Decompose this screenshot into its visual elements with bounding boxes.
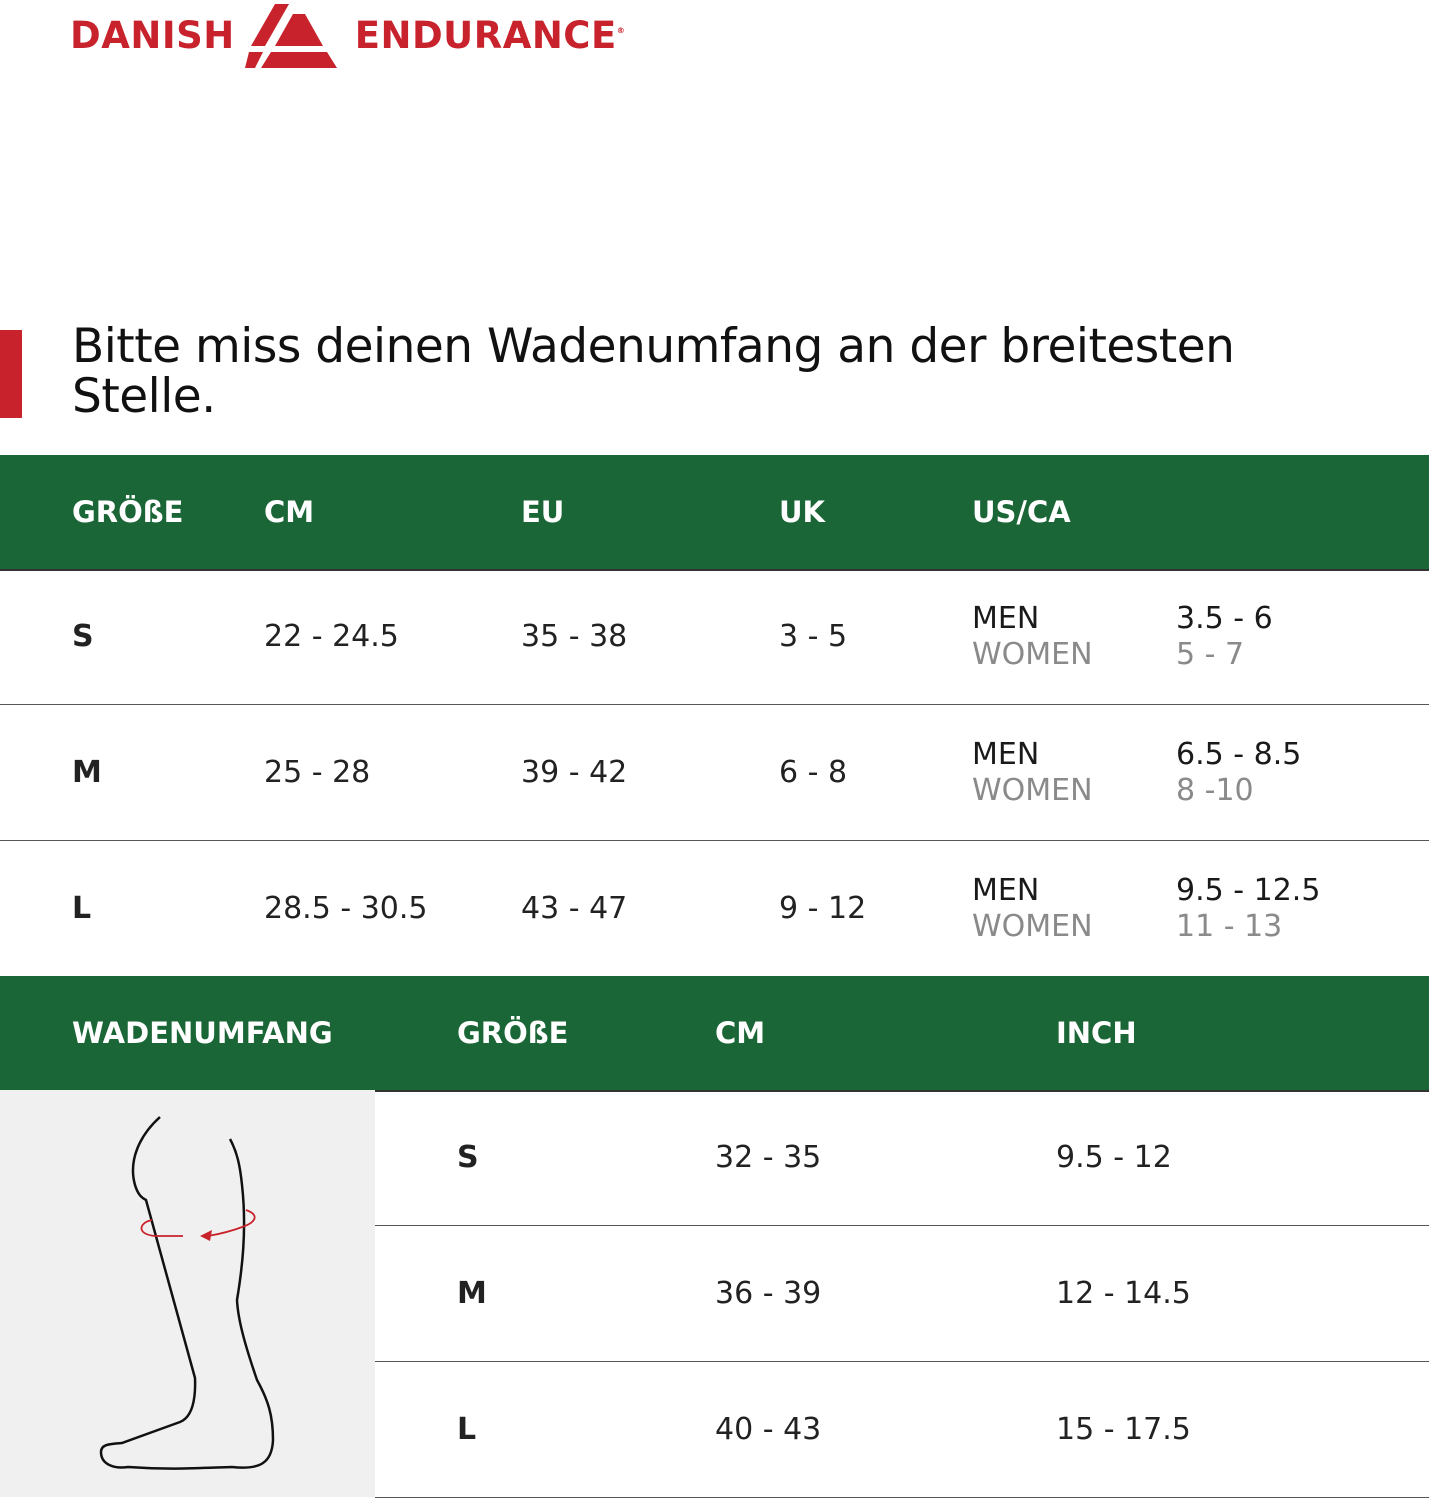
women-label: WOMEN: [972, 773, 1093, 808]
header-cm: CM: [715, 1016, 766, 1050]
table-row: M 36 - 39 12 - 14.5: [375, 1226, 1429, 1362]
uk-cell: 9 - 12: [779, 891, 867, 926]
men-size: 6.5 - 8.5: [1176, 737, 1302, 772]
size-cell: M: [457, 1276, 487, 1311]
header-inch: INCH: [1056, 1016, 1137, 1050]
header-size: GRÖßE: [457, 1016, 569, 1050]
header-eu: EU: [521, 495, 565, 529]
logo-mountain-icon: [244, 4, 337, 68]
inch-cell: 12 - 14.5: [1056, 1276, 1191, 1311]
header-calf: WADENUMFANG: [72, 1016, 333, 1050]
table-row: L 40 - 43 15 - 17.5: [375, 1362, 1429, 1498]
header-uk: UK: [779, 495, 826, 529]
cm-cell: 28.5 - 30.5: [264, 891, 428, 926]
table1-header: GRÖßE CM EU UK US/CA: [0, 455, 1429, 571]
us-values: 9.5 - 12.5 11 - 13: [1176, 873, 1320, 945]
women-size: 8 -10: [1176, 773, 1254, 808]
eu-cell: 43 - 47: [521, 891, 628, 926]
size-cell: S: [457, 1140, 479, 1175]
cm-cell: 40 - 43: [715, 1412, 822, 1447]
cm-cell: 22 - 24.5: [264, 619, 399, 654]
page-headline: Bitte miss deinen Wadenumfang an der bre…: [72, 319, 1235, 424]
accent-bar: [0, 330, 22, 418]
eu-cell: 35 - 38: [521, 619, 628, 654]
size-cell: L: [72, 891, 92, 926]
size-cell: M: [72, 755, 102, 790]
women-size: 5 - 7: [1176, 637, 1245, 672]
us-labels: MEN WOMEN: [972, 737, 1093, 809]
calf-illustration-panel: [0, 1090, 375, 1497]
women-size: 11 - 13: [1176, 909, 1283, 944]
header-size: GRÖßE: [72, 495, 184, 529]
men-size: 3.5 - 6: [1176, 601, 1273, 636]
inch-cell: 15 - 17.5: [1056, 1412, 1191, 1447]
cm-cell: 32 - 35: [715, 1140, 822, 1175]
men-label: MEN: [972, 601, 1040, 636]
size-cell: S: [72, 619, 94, 654]
table2-header: WADENUMFANG GRÖßE CM INCH: [0, 976, 1429, 1092]
header-cm: CM: [264, 495, 315, 529]
cm-cell: 36 - 39: [715, 1276, 822, 1311]
table-row: L 28.5 - 30.5 43 - 47 9 - 12 MEN WOMEN 9.5 - 1…: [0, 841, 1429, 977]
inch-cell: 9.5 - 12: [1056, 1140, 1172, 1175]
table-row: S 32 - 35 9.5 - 12: [375, 1090, 1429, 1226]
brand-left: DANISH: [70, 13, 235, 57]
brand-right: ENDURANCE: [354, 13, 617, 57]
header-usca: US/CA: [972, 495, 1071, 529]
size-cell: L: [457, 1412, 477, 1447]
us-values: 6.5 - 8.5 8 -10: [1176, 737, 1301, 809]
men-label: MEN: [972, 737, 1040, 772]
men-size: 9.5 - 12.5: [1176, 873, 1321, 908]
uk-cell: 3 - 5: [779, 619, 848, 654]
women-label: WOMEN: [972, 637, 1093, 672]
table-row: M 25 - 28 39 - 42 6 - 8 MEN WOMEN 6.5 - 8.5 8 -…: [0, 705, 1429, 841]
women-label: WOMEN: [972, 909, 1093, 944]
us-labels: MEN WOMEN: [972, 601, 1093, 673]
eu-cell: 39 - 42: [521, 755, 628, 790]
men-label: MEN: [972, 873, 1040, 908]
uk-cell: 6 - 8: [779, 755, 848, 790]
us-labels: MEN WOMEN: [972, 873, 1093, 945]
cm-cell: 25 - 28: [264, 755, 371, 790]
brand-logo: DANISH ENDURANCE ®: [70, 0, 625, 70]
leg-measure-icon: [99, 1116, 275, 1470]
